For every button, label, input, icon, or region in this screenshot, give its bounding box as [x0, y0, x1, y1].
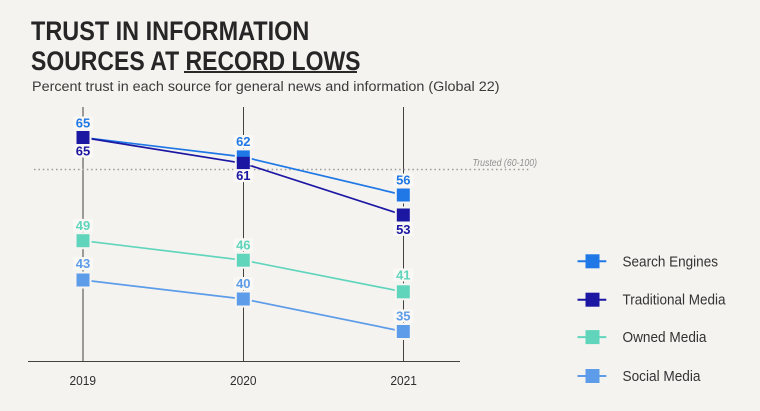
svg-text:2021: 2021 [390, 373, 417, 388]
svg-text:40: 40 [236, 276, 250, 291]
svg-text:65: 65 [76, 116, 90, 131]
svg-text:49: 49 [76, 218, 90, 233]
svg-text:Owned Media: Owned Media [623, 329, 708, 346]
svg-text:Social Media: Social Media [623, 368, 702, 385]
svg-text:Traditional Media: Traditional Media [623, 292, 727, 309]
svg-text:Search Engines: Search Engines [623, 253, 719, 270]
svg-text:2019: 2019 [70, 373, 97, 388]
svg-text:62: 62 [236, 134, 250, 149]
svg-text:56: 56 [396, 173, 410, 188]
svg-text:Trusted (60-100): Trusted (60-100) [473, 158, 538, 169]
svg-text:65: 65 [76, 144, 90, 159]
svg-text:46: 46 [236, 237, 250, 252]
svg-text:43: 43 [76, 256, 90, 271]
svg-text:61: 61 [236, 168, 250, 183]
svg-text:41: 41 [396, 268, 410, 283]
svg-text:53: 53 [396, 222, 410, 237]
svg-text:35: 35 [396, 309, 410, 324]
svg-text:2020: 2020 [230, 373, 257, 388]
